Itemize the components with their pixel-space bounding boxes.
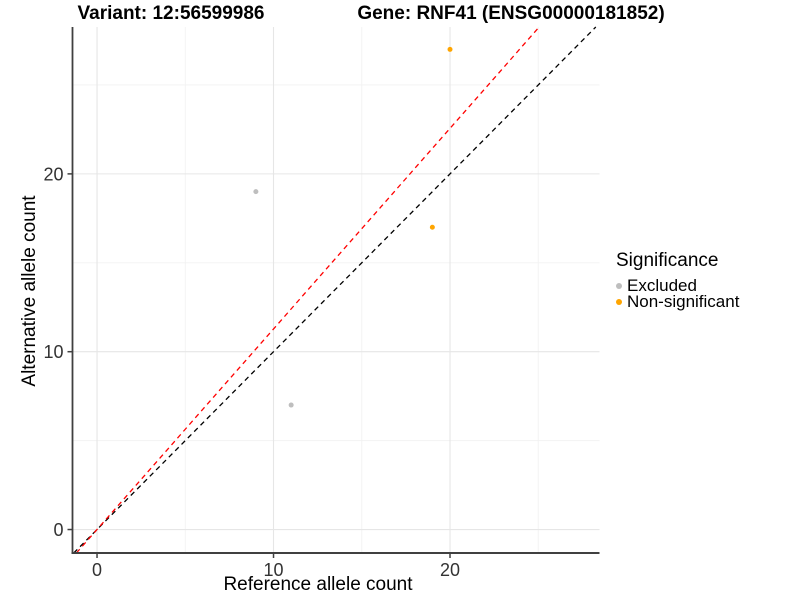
data-point-non-significant bbox=[447, 46, 453, 52]
legend-item-label: Non-significant bbox=[627, 292, 740, 311]
x-tick-label: 10 bbox=[264, 560, 284, 580]
legend-item-excluded: Excluded bbox=[616, 276, 739, 295]
x-axis-title: Reference allele count bbox=[223, 574, 413, 595]
gene-title: Gene: RNF41 (ENSG00000181852) bbox=[357, 3, 665, 24]
y-tick-label: 10 bbox=[43, 342, 63, 362]
data-point-excluded bbox=[253, 189, 259, 195]
y-axis-title: Alternative allele count bbox=[19, 195, 40, 387]
y-tick-label: 20 bbox=[43, 164, 63, 184]
legend: Significance Excluded Non-significant bbox=[616, 251, 739, 310]
expected-ratio-line bbox=[75, 26, 540, 554]
variant-title: Variant: 12:56599986 bbox=[77, 3, 265, 24]
legend-title: Significance bbox=[616, 250, 719, 271]
x-tick-label: 0 bbox=[92, 560, 102, 580]
legend-item-label: Excluded bbox=[627, 276, 697, 295]
data-point-non-significant bbox=[429, 224, 435, 230]
identity-line bbox=[73, 26, 597, 554]
y-tick-label: 0 bbox=[53, 520, 63, 540]
x-tick-label: 20 bbox=[440, 560, 460, 580]
legend-item-non-significant: Non-significant bbox=[616, 292, 740, 311]
non-significant-swatch-icon bbox=[616, 299, 622, 305]
excluded-swatch-icon bbox=[616, 283, 622, 289]
data-point-excluded bbox=[288, 402, 294, 408]
